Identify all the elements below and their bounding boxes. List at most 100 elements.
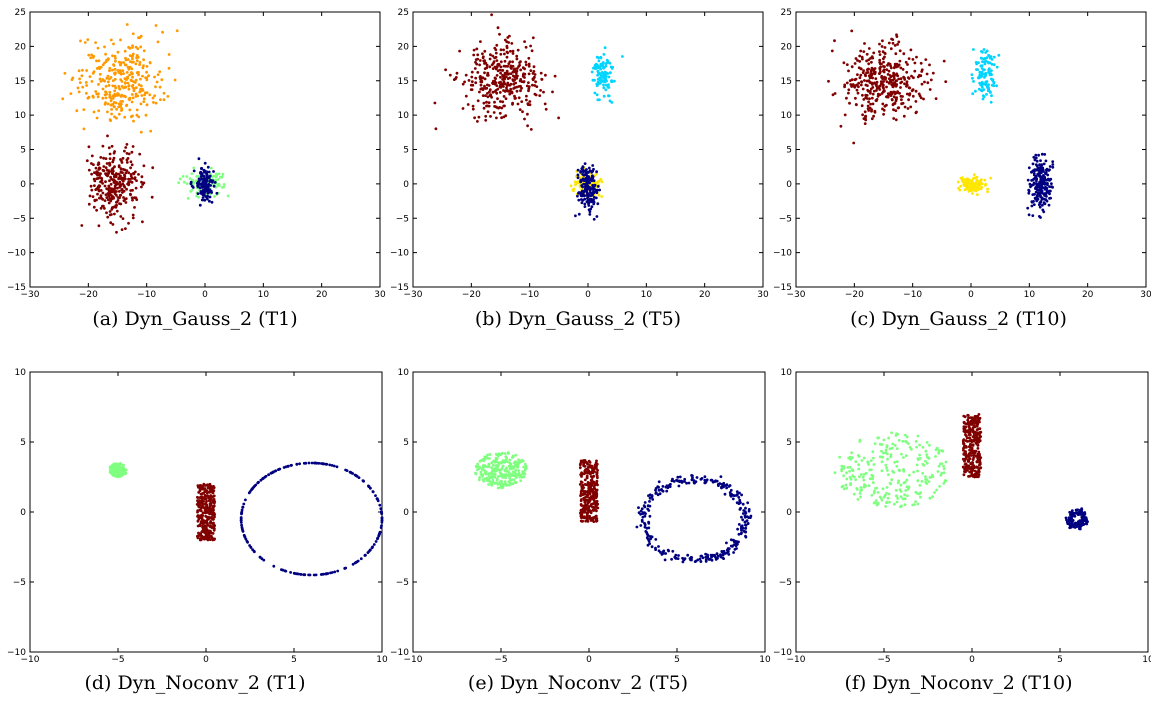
data-point <box>892 102 895 106</box>
data-point <box>504 97 508 100</box>
data-point <box>220 175 224 179</box>
data-point <box>581 173 585 176</box>
data-point <box>845 96 848 100</box>
data-point <box>1037 169 1040 172</box>
data-point <box>104 52 107 56</box>
data-point <box>119 470 123 474</box>
data-point <box>1085 519 1089 523</box>
data-point <box>241 505 245 509</box>
data-point <box>302 573 306 577</box>
data-point <box>113 173 117 177</box>
data-point <box>196 509 200 512</box>
data-point <box>481 94 485 97</box>
data-point <box>505 69 509 73</box>
data-point <box>590 478 594 482</box>
data-point <box>605 83 608 87</box>
data-point <box>970 446 974 450</box>
data-point <box>593 174 597 177</box>
data-point <box>971 427 975 431</box>
data-point <box>683 480 686 483</box>
data-point <box>127 67 131 71</box>
data-point <box>134 92 138 96</box>
data-point <box>959 184 963 188</box>
data-point <box>202 482 206 486</box>
data-point <box>944 479 948 483</box>
data-point <box>1034 174 1038 178</box>
data-point <box>981 97 985 101</box>
data-point <box>1032 155 1036 159</box>
data-point <box>938 485 942 488</box>
data-point <box>519 68 523 72</box>
data-point <box>82 108 86 111</box>
data-point <box>1045 195 1048 198</box>
data-point <box>1039 216 1042 219</box>
data-point <box>1031 162 1035 166</box>
data-point <box>1034 186 1038 190</box>
data-point <box>646 504 650 508</box>
data-point <box>135 198 139 202</box>
data-point <box>113 54 117 58</box>
data-point <box>885 68 889 71</box>
x-tick-label: 20 <box>699 290 711 300</box>
data-point <box>491 81 494 85</box>
data-point <box>120 187 124 191</box>
data-point <box>514 481 518 485</box>
data-point <box>900 452 903 456</box>
data-point <box>847 88 851 92</box>
data-point <box>289 464 293 467</box>
y-tick-label: 5 <box>403 146 409 156</box>
data-point <box>161 30 165 34</box>
data-point <box>988 90 992 93</box>
data-point <box>474 472 478 476</box>
data-point <box>858 492 862 495</box>
x-tick-label: −5 <box>877 655 890 665</box>
data-point <box>1080 510 1083 514</box>
data-point <box>981 60 984 64</box>
data-point <box>715 479 719 483</box>
data-point <box>506 83 510 87</box>
data-point <box>982 48 986 51</box>
data-point <box>363 554 367 557</box>
data-point <box>139 34 143 38</box>
y-tick-label: 15 <box>781 77 792 87</box>
data-point <box>1078 522 1082 526</box>
data-point <box>493 482 497 485</box>
data-point <box>963 444 967 448</box>
data-point <box>995 84 998 88</box>
data-point <box>511 64 515 68</box>
data-point <box>736 527 739 531</box>
data-point <box>501 484 505 488</box>
data-point <box>582 504 586 508</box>
y-tick-label: 0 <box>20 180 26 190</box>
y-tick-label: −10 <box>773 648 792 658</box>
data-point <box>75 109 79 113</box>
data-point <box>595 518 598 522</box>
data-point <box>115 209 119 213</box>
data-point <box>126 65 130 69</box>
data-point <box>101 96 105 100</box>
data-point <box>501 100 505 104</box>
data-point <box>175 29 179 33</box>
data-point <box>491 478 495 482</box>
data-point <box>538 94 542 97</box>
y-tick-label: 20 <box>398 42 410 52</box>
data-point <box>967 416 970 420</box>
x-tick-label: 30 <box>374 290 386 300</box>
data-point <box>483 49 487 53</box>
data-point <box>679 479 683 483</box>
data-point <box>1037 153 1040 157</box>
data-point <box>592 195 596 199</box>
data-point <box>637 506 640 510</box>
data-point <box>503 71 507 75</box>
data-point <box>591 491 595 494</box>
data-point <box>890 98 894 102</box>
data-point <box>1051 185 1054 189</box>
data-point <box>595 471 599 475</box>
data-point <box>499 100 502 103</box>
data-point <box>117 85 121 88</box>
data-point <box>121 156 125 160</box>
data-point <box>654 487 658 490</box>
data-point <box>847 91 850 95</box>
data-point <box>925 453 929 456</box>
